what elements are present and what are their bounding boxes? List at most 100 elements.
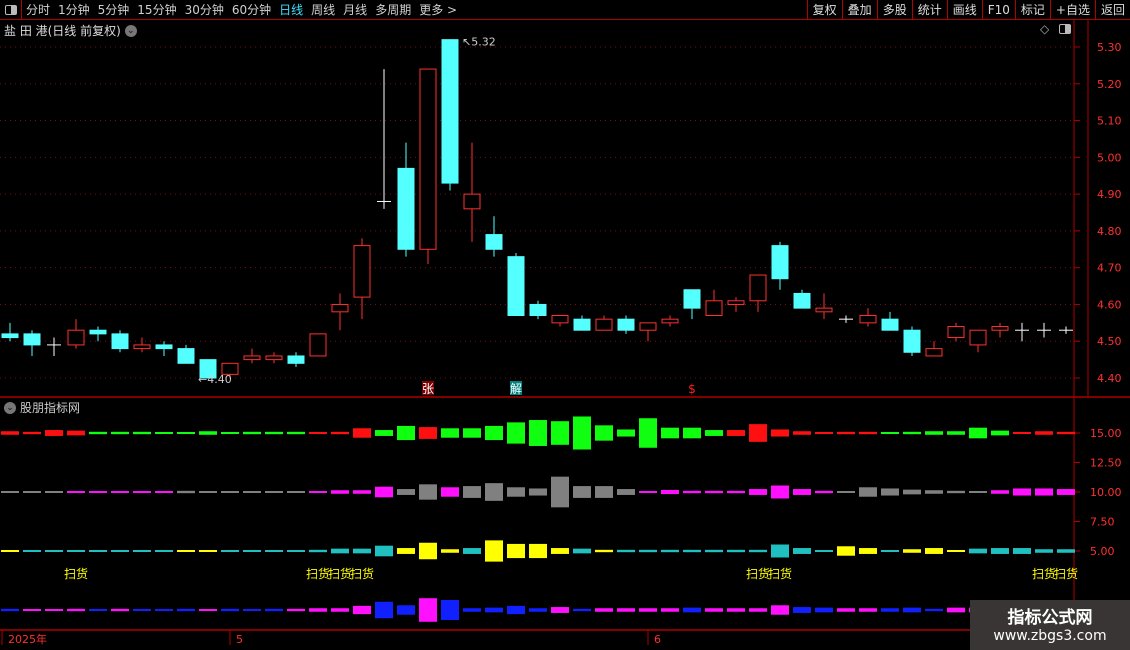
tab-period-3[interactable]: 15分钟 (137, 3, 177, 17)
candle-body (947, 326, 965, 339)
tab-period-2[interactable]: 5分钟 (97, 3, 130, 17)
tab-period-1[interactable]: 1分钟 (58, 3, 90, 17)
panel-toggle-button[interactable] (0, 0, 22, 20)
indicator-bar (507, 543, 525, 559)
tab-period-0[interactable]: 分时 (26, 3, 51, 17)
indicator-bar (903, 489, 921, 495)
indicator-bar (925, 548, 943, 554)
indicator-bar (969, 491, 987, 493)
indicator-bar (67, 491, 85, 493)
diamond-icon[interactable]: ◇ (1040, 22, 1050, 36)
indicator-bar (177, 490, 195, 494)
indicator-bar (331, 608, 349, 612)
indicator-title[interactable]: ⌄ 股朋指标网 (4, 399, 80, 416)
toolbar-button-0[interactable]: 复权 (806, 0, 842, 20)
indicator-bar (397, 548, 415, 554)
candle-body (617, 318, 635, 331)
indicator-bar (265, 608, 283, 612)
indicator-bar (375, 486, 393, 498)
chevron-down-icon[interactable]: ⌄ (4, 401, 16, 414)
tab-period-7[interactable]: 周线 (311, 3, 336, 17)
indicator-bar (683, 490, 701, 494)
indicator-bar (683, 427, 701, 439)
indicator-bar (749, 608, 767, 612)
indicator-bar (771, 485, 789, 499)
indicator-bar (639, 549, 657, 553)
tab-period-10[interactable]: 更多 > (419, 3, 458, 17)
indicator-bar (903, 431, 921, 435)
indicator-bar (133, 491, 151, 493)
indicator-bar (89, 609, 107, 611)
indicator-bar (529, 543, 547, 559)
indicator-bar (309, 549, 327, 553)
candle-body (991, 326, 1009, 331)
indicator-bar (353, 490, 371, 494)
chevron-down-icon[interactable]: ⌄ (124, 24, 137, 37)
indicator-bar (221, 491, 239, 493)
candle-body (111, 333, 129, 350)
candle-body (23, 333, 41, 346)
stock-title[interactable]: 盐 田 港(日线 前复权) ⌄ (4, 22, 137, 39)
indicator-bar (177, 432, 195, 434)
toolbar-button-2[interactable]: 多股 (876, 0, 912, 20)
indicator-bar (133, 609, 151, 611)
indicator-bar (991, 490, 1009, 494)
panel-icon[interactable] (1059, 24, 1072, 34)
y-tick-label: 4.60 (1097, 298, 1122, 311)
panel-icon (4, 4, 17, 15)
indicator-bar (1013, 548, 1031, 554)
indicator-bar (815, 432, 833, 434)
indicator-bar (683, 607, 701, 613)
indicator-bar (243, 550, 261, 552)
indicator-bar (1013, 432, 1031, 434)
candle-body (815, 307, 833, 313)
indicator-bar (89, 550, 107, 552)
signal-label: 扫货 (306, 566, 330, 581)
indicator-bar (111, 608, 129, 612)
indicator-bar (573, 486, 591, 498)
candle-body (639, 322, 657, 331)
tab-period-9[interactable]: 多周期 (375, 3, 412, 17)
indicator-bar (1, 550, 19, 552)
indicator-bar (617, 489, 635, 495)
tab-period-4[interactable]: 30分钟 (184, 3, 224, 17)
candle-body (551, 314, 569, 324)
signal-label: 扫货 (1032, 566, 1056, 581)
indicator-bar (1, 491, 19, 493)
indicator-bar (925, 431, 943, 435)
indicator-bar (683, 549, 701, 553)
indicator-bar (859, 431, 877, 435)
toolbar-button-6[interactable]: 标记 (1014, 0, 1050, 20)
candle-body (221, 362, 239, 375)
indicator-bar (903, 607, 921, 613)
tab-period-6[interactable]: 日线 (279, 3, 304, 17)
indicator-bar (1, 608, 19, 612)
indicator-bar (661, 608, 679, 612)
indicator-bar (375, 430, 393, 436)
y-tick-label: 4.90 (1097, 188, 1122, 201)
toolbar-button-7[interactable]: +自选 (1049, 0, 1095, 20)
indicator-bar (485, 607, 503, 613)
candle-body (199, 359, 217, 379)
signal-label: 扫货 (350, 566, 374, 581)
tab-period-5[interactable]: 60分钟 (231, 3, 272, 17)
toolbar-button-3[interactable]: 统计 (911, 0, 947, 20)
event-marker: $ (688, 382, 696, 396)
toolbar-button-4[interactable]: 画线 (946, 0, 982, 20)
indicator-bar (969, 548, 987, 554)
indicator-bar (837, 491, 855, 493)
candle-body (441, 39, 459, 184)
toolbar-button-8[interactable]: 返回 (1094, 0, 1130, 20)
tab-period-8[interactable]: 月线 (343, 3, 368, 17)
signal-label: 扫货 (1054, 566, 1078, 581)
indicator-bar (419, 542, 437, 560)
candle-body (177, 348, 195, 364)
signal-label: 扫货 (746, 566, 770, 581)
toolbar-button-5[interactable]: F10 (981, 0, 1015, 20)
toolbar-button-1[interactable]: 叠加 (841, 0, 877, 20)
indicator-bar (881, 488, 899, 496)
indicator-bar (353, 605, 371, 615)
date-label: 2025年 (8, 632, 47, 646)
indicator-bar (639, 491, 657, 493)
